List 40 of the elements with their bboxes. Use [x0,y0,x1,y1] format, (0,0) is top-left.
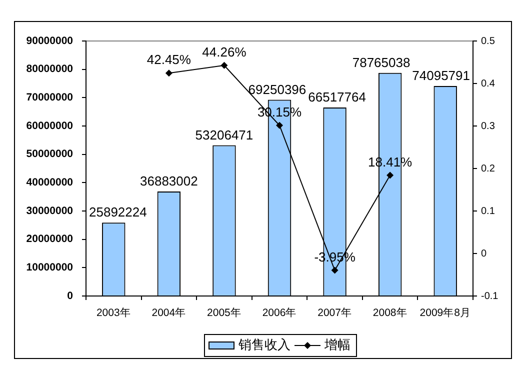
y2-tick-label: 0 [481,248,487,260]
data-label: 44.26% [202,44,247,60]
y-tick-label: 30000000 [26,204,74,217]
point [276,122,283,129]
data-label: 42.45% [146,52,192,68]
y-tick-label: 0 [67,290,74,302]
x-tick-label: 2005年 [207,307,242,320]
point [165,70,172,77]
data-label: 25892224 [89,204,147,220]
y-tick-label: 70000000 [26,92,74,104]
y2-tick-label: 0.1 [481,206,496,217]
x-tick-label: 2007年 [318,307,352,320]
y2-tick-label: 0.5 [481,36,496,47]
y-tick-label: 80000000 [26,63,74,76]
y2-tick-label: 0.4 [481,78,496,90]
y-tick-label: 20000000 [26,233,74,246]
y-tick-label: 10000000 [26,262,74,274]
point [220,62,228,69]
x-tick-label: 2003年 [96,307,131,320]
y2-tick-label: 0.2 [481,163,496,174]
x-tick-label: 2008年 [372,307,408,320]
data-label: 69250396 [248,82,306,97]
y-tick-label: 60000000 [26,120,74,132]
point [386,172,394,179]
y-tick-label: 90000000 [26,34,74,47]
y2-tick-label: -0.1 [481,290,499,302]
y2-tick-label: 0.3 [481,120,496,132]
data-label: 78765038 [352,54,410,70]
data-label: 53206471 [195,127,254,142]
legend-label: 销售收入 [238,337,290,352]
y-tick-label: 50000000 [26,148,74,160]
point [331,266,338,274]
x-tick-label: 2006年 [262,307,297,320]
legend-label: 增幅 [324,337,350,352]
data-label: 66517764 [308,90,366,105]
data-label: 36883002 [140,174,198,189]
y-tick-label: 40000000 [26,176,74,189]
x-tick-label: 2004年 [152,307,186,320]
x-tick-label: 2009年8月 [420,307,471,320]
data-label: 74095791 [412,68,470,84]
